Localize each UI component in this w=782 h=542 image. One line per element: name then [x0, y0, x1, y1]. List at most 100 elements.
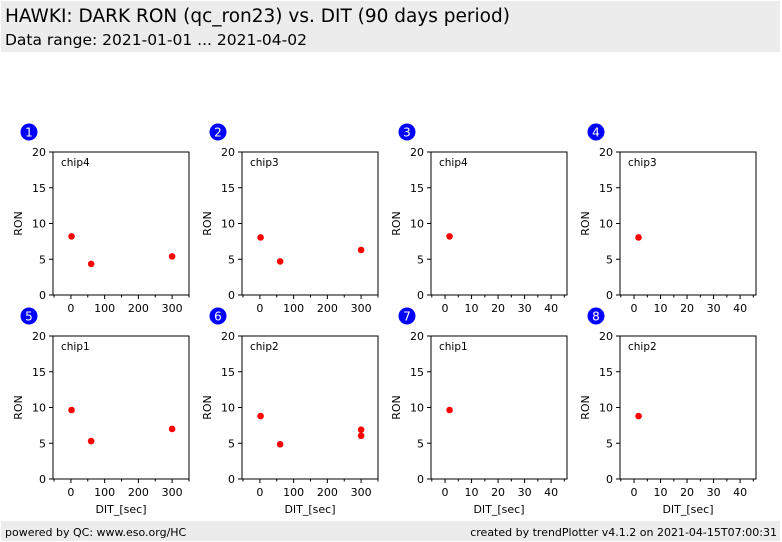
y-axis-label: RON	[579, 211, 592, 236]
chip-label: chip4	[439, 157, 468, 169]
y-tick-label: 0	[39, 473, 46, 486]
x-tick-label: 100	[283, 486, 304, 499]
chip-label: chip2	[250, 341, 279, 353]
x-tick-label: 200	[128, 486, 149, 499]
x-tick-label: 40	[544, 302, 558, 315]
data-point	[257, 234, 264, 241]
x-tick-label: 300	[351, 486, 372, 499]
panel-badge-number: 8	[592, 310, 600, 324]
plot-frame	[52, 335, 190, 480]
y-tick-label: 20	[221, 146, 235, 159]
x-tick-label: 20	[680, 486, 694, 499]
x-tick-label: 0	[631, 486, 638, 499]
panel-badge-circle	[20, 123, 38, 141]
panel-badge-circle	[20, 307, 38, 325]
y-tick-label: 0	[228, 473, 235, 486]
panel-badge-number: 7	[403, 310, 411, 324]
y-tick-label: 10	[32, 402, 46, 415]
x-tick-label: 10	[654, 302, 668, 315]
panel-badge-circle	[587, 307, 605, 325]
x-tick-label: 100	[283, 302, 304, 315]
y-tick-label: 5	[606, 253, 613, 266]
page-title: HAWKI: DARK RON (qc_ron23) vs. DIT (90 d…	[5, 6, 510, 27]
data-point	[357, 432, 365, 440]
plot-frame	[52, 151, 190, 296]
y-axis-label: RON	[12, 211, 25, 236]
footer-created-by: created by trendPlotter v4.1.2 on 2021-0…	[470, 526, 777, 539]
data-range-subtitle: Data range: 2021-01-01 ... 2021-04-02	[5, 31, 307, 49]
y-tick-label: 20	[599, 330, 613, 343]
y-tick-label: 20	[410, 330, 424, 343]
x-tick-label: 10	[654, 486, 668, 499]
y-tick-label: 5	[228, 437, 235, 450]
y-tick-label: 15	[32, 182, 46, 195]
x-tick-label: 0	[442, 302, 449, 315]
data-point	[635, 412, 642, 420]
y-tick-label: 20	[599, 146, 613, 159]
x-axis-label: DIT_[sec]	[662, 503, 713, 516]
y-tick-label: 15	[32, 366, 46, 379]
plot-frame	[241, 151, 379, 296]
panel-badge-circle	[587, 123, 605, 141]
data-point	[257, 412, 264, 420]
x-tick-label: 200	[317, 486, 338, 499]
y-tick-label: 0	[606, 473, 613, 486]
data-point	[68, 233, 75, 240]
plot-frame	[619, 151, 757, 296]
y-axis-label: RON	[12, 395, 25, 420]
y-tick-label: 5	[39, 253, 46, 266]
x-tick-label: 20	[491, 302, 505, 315]
chip-label: chip2	[628, 341, 657, 353]
y-tick-label: 5	[606, 437, 613, 450]
panel-badge-circle	[209, 123, 227, 141]
y-tick-label: 10	[221, 402, 235, 415]
x-tick-label: 40	[733, 302, 747, 315]
y-tick-label: 20	[410, 146, 424, 159]
plot-frame	[430, 335, 568, 480]
plot-frame	[619, 335, 757, 480]
x-tick-label: 40	[544, 486, 558, 499]
x-tick-label: 300	[162, 486, 183, 499]
y-axis-label: RON	[201, 395, 214, 420]
plot-frame	[241, 335, 379, 480]
y-tick-label: 0	[606, 289, 613, 302]
x-axis-label: DIT_[sec]	[284, 503, 335, 516]
y-tick-label: 0	[228, 289, 235, 302]
data-point	[276, 258, 284, 265]
x-tick-label: 10	[465, 302, 479, 315]
panel-badge-circle	[398, 123, 416, 141]
x-tick-label: 0	[256, 302, 263, 315]
y-axis-label: RON	[390, 211, 403, 236]
y-tick-label: 5	[417, 437, 424, 450]
y-tick-label: 20	[32, 146, 46, 159]
x-tick-label: 100	[94, 302, 115, 315]
chip-label: chip1	[61, 341, 90, 353]
y-tick-label: 20	[221, 330, 235, 343]
data-point	[87, 437, 95, 445]
panel-badge-number: 3	[403, 126, 411, 140]
data-point	[357, 246, 365, 254]
y-tick-label: 10	[32, 218, 46, 231]
x-tick-label: 0	[67, 486, 74, 499]
y-tick-label: 10	[410, 402, 424, 415]
chip-label: chip3	[250, 157, 279, 169]
x-axis-label: DIT_[sec]	[473, 503, 524, 516]
y-tick-label: 5	[417, 253, 424, 266]
y-tick-label: 0	[417, 473, 424, 486]
y-tick-label: 15	[221, 182, 235, 195]
x-tick-label: 200	[317, 302, 338, 315]
panel-badge-number: 1	[25, 126, 33, 140]
x-tick-label: 0	[256, 486, 263, 499]
x-axis-label: DIT_[sec]	[95, 503, 146, 516]
x-tick-label: 0	[67, 302, 74, 315]
data-point	[635, 234, 642, 241]
y-tick-label: 5	[228, 253, 235, 266]
subplot-8: 8 0 5 10 15 20 0 10 20 30 40 chip2 RON DIT_[sec]	[579, 307, 757, 516]
footer-powered-by: powered by QC: www.eso.org/HC	[5, 526, 187, 539]
header-bar: HAWKI: DARK RON (qc_ron23) vs. DIT (90 d…	[1, 1, 780, 52]
data-point	[357, 426, 365, 433]
